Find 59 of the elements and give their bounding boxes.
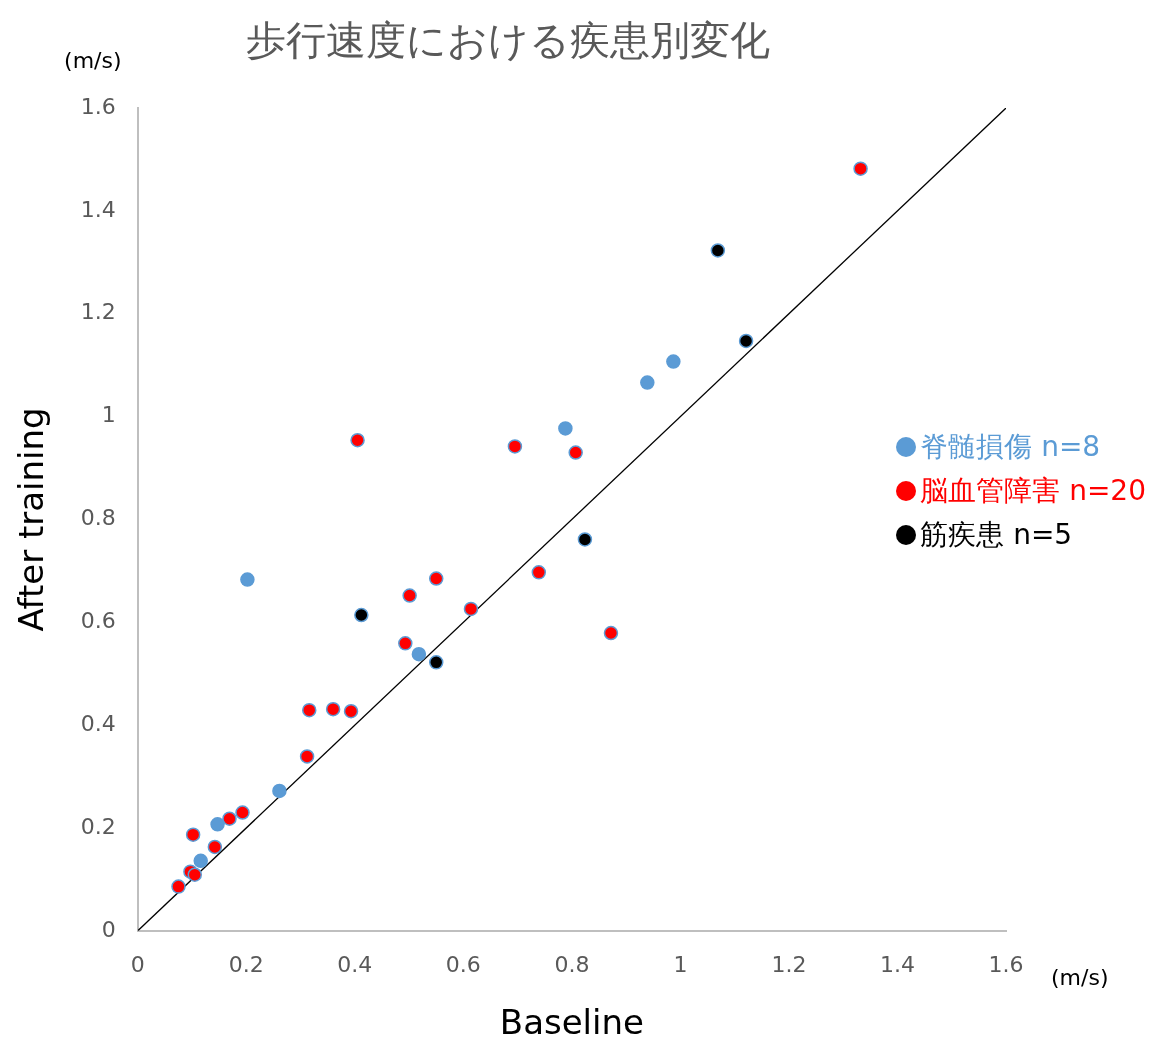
- x-tick-label: 0.4: [337, 951, 373, 977]
- point: [428, 571, 444, 586]
- point: [507, 439, 523, 454]
- x-tick-label: 1: [673, 951, 688, 977]
- point: [531, 565, 547, 580]
- x-tick-label: 1.6: [988, 951, 1024, 977]
- x-tick-label: 1.2: [771, 951, 807, 977]
- text: (m/s): [64, 47, 122, 73]
- x-tick-label: 0: [130, 951, 145, 977]
- point: [428, 655, 444, 670]
- point: [302, 702, 317, 718]
- x-tick-label: 0.6: [445, 951, 481, 977]
- point: [185, 827, 201, 842]
- point: [272, 783, 287, 799]
- point: [640, 375, 655, 390]
- y-tick-label: 0.6: [80, 607, 116, 633]
- x-axis-title: Baseline: [499, 1002, 644, 1043]
- legend-label: 筋疾患 n=5: [920, 517, 1073, 553]
- point: [187, 867, 203, 882]
- point: [325, 701, 341, 717]
- legend-label: 脊髄損傷 n=8: [920, 429, 1101, 465]
- legend-label: 脳血管障害 n=20: [920, 473, 1146, 509]
- text: (m/s): [1051, 964, 1109, 990]
- point: [235, 805, 250, 820]
- y-axis-title: After training: [11, 407, 52, 632]
- point: [568, 445, 583, 460]
- point: [240, 572, 255, 587]
- point: [411, 646, 427, 662]
- y-tick-label: 1.4: [80, 196, 116, 222]
- point: [603, 625, 619, 641]
- point: [402, 588, 417, 603]
- chart-title: 歩行速度における疾患別変化: [246, 17, 770, 64]
- point: [193, 853, 208, 869]
- point: [222, 811, 237, 826]
- point: [207, 839, 223, 855]
- y-tick-label: 0.8: [80, 505, 116, 531]
- point: [343, 703, 359, 719]
- point: [354, 607, 369, 623]
- y-tick-label: 0: [101, 916, 116, 942]
- y-tick-label: 0.2: [80, 813, 116, 839]
- x-tick-label: 0.8: [554, 951, 590, 977]
- point: [463, 601, 479, 617]
- x-tick-label: 1.4: [879, 951, 915, 977]
- y-tick-label: 1.6: [80, 93, 116, 119]
- y-tick-label: 1: [101, 402, 116, 428]
- point: [299, 749, 315, 764]
- point: [666, 354, 681, 369]
- point: [853, 161, 868, 176]
- y-tick-label: 0.4: [80, 710, 116, 736]
- point: [738, 333, 754, 349]
- point: [710, 243, 726, 258]
- point: [350, 432, 365, 448]
- point: [171, 879, 186, 894]
- point: [210, 817, 225, 832]
- point: [398, 636, 413, 651]
- point: [558, 421, 573, 436]
- point: [577, 532, 593, 547]
- y-tick-label: 1.2: [80, 299, 116, 325]
- x-tick-label: 0.2: [228, 951, 264, 977]
